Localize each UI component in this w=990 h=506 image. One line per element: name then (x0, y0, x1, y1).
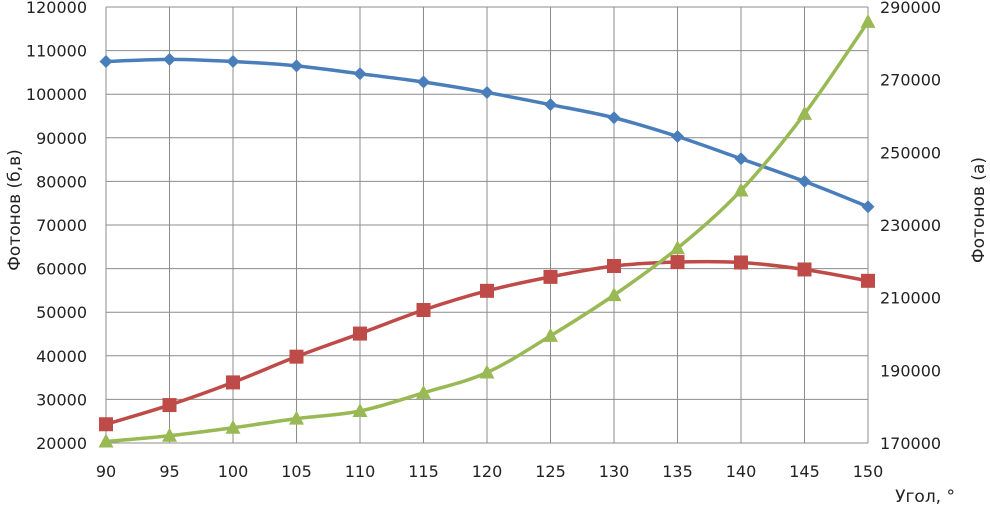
data-point-square (416, 303, 431, 318)
series-1 (99, 52, 875, 214)
x-tick-label: 135 (662, 462, 693, 481)
y-left-tick-label: 80000 (36, 172, 87, 191)
series-2 (99, 255, 875, 432)
data-point-diamond (607, 111, 621, 125)
x-tick-label: 115 (408, 462, 439, 481)
y-left-tick-label: 90000 (36, 129, 87, 148)
data-point-triangle (225, 419, 241, 434)
y-right-tick-label: 270000 (880, 71, 941, 90)
y-right-tick-label: 290000 (880, 0, 941, 17)
data-point-square (353, 326, 367, 341)
data-point-diamond (671, 129, 684, 143)
data-point-triangle (606, 287, 622, 302)
data-point-triangle (543, 327, 558, 342)
data-point-triangle (352, 403, 368, 418)
x-tick-label: 90 (96, 462, 116, 481)
data-point-square (99, 417, 113, 432)
y-left-tick-label: 60000 (36, 260, 87, 279)
data-point-square (670, 255, 685, 270)
x-tick-label: 125 (535, 462, 566, 481)
y-right-tick-label: 190000 (880, 361, 941, 380)
y-left-tick-label: 100000 (26, 85, 87, 104)
y-right-tick-label: 170000 (880, 434, 941, 453)
y-left-tick-label: 40000 (36, 347, 87, 366)
x-tick-label: 140 (726, 462, 757, 481)
x-tick-label: 110 (345, 462, 376, 481)
data-point-diamond (734, 152, 748, 166)
data-point-triangle (289, 410, 304, 425)
x-tick-label: 100 (218, 462, 249, 481)
x-tick-label: 105 (281, 462, 312, 481)
data-point-square (734, 255, 748, 270)
x-axis-title: Угол, ° (895, 487, 955, 506)
y-left-tick-label: 70000 (36, 216, 87, 235)
y-right-tick-label: 250000 (880, 143, 941, 162)
y-left-tick-label: 120000 (26, 0, 87, 17)
y-right-tick-label: 230000 (880, 216, 941, 235)
data-point-diamond (798, 174, 811, 188)
y-axis-left-title: Фотонов (б,в) (5, 149, 25, 270)
data-point-diamond (480, 85, 494, 99)
y-left-tick-label: 20000 (36, 434, 87, 453)
data-point-diamond (353, 67, 367, 81)
x-tick-label: 95 (159, 462, 179, 481)
data-point-square (797, 262, 812, 277)
data-point-square (226, 375, 240, 390)
data-point-square (543, 269, 558, 284)
data-point-triangle (98, 433, 114, 448)
data-point-diamond (163, 52, 176, 66)
data-point-square (861, 273, 875, 288)
data-point-diamond (544, 98, 557, 112)
data-point-triangle (162, 427, 177, 442)
data-point-square (607, 258, 621, 273)
data-point-triangle (860, 13, 876, 28)
x-tick-label: 145 (789, 462, 820, 481)
data-point-triangle (670, 240, 685, 255)
data-point-diamond (861, 200, 875, 214)
series-layer (98, 13, 876, 448)
data-point-diamond (99, 55, 113, 68)
x-tick-label: 130 (599, 462, 630, 481)
data-point-triangle (416, 384, 431, 399)
x-tick-label: 120 (472, 462, 503, 481)
y-right-tick-label: 210000 (880, 289, 941, 308)
data-point-triangle (733, 182, 749, 197)
y-left-tick-label: 50000 (36, 303, 87, 322)
data-point-diamond (290, 59, 303, 73)
data-point-square (480, 283, 494, 298)
data-point-square (289, 349, 304, 364)
y-left-tick-label: 30000 (36, 390, 87, 409)
data-point-diamond (417, 75, 430, 89)
tick-labels: 90 95 100 105 110 115 120 125 130 135 140 145 150 200… (26, 0, 941, 481)
data-point-triangle (797, 105, 812, 120)
data-point-triangle (479, 364, 495, 379)
data-point-diamond (226, 55, 240, 68)
series-3 (98, 13, 876, 448)
data-point-square (162, 398, 177, 413)
y-left-tick-label: 110000 (26, 42, 87, 61)
x-tick-label: 150 (853, 462, 884, 481)
y-axis-right-title: Фотонов (а) (969, 157, 989, 263)
